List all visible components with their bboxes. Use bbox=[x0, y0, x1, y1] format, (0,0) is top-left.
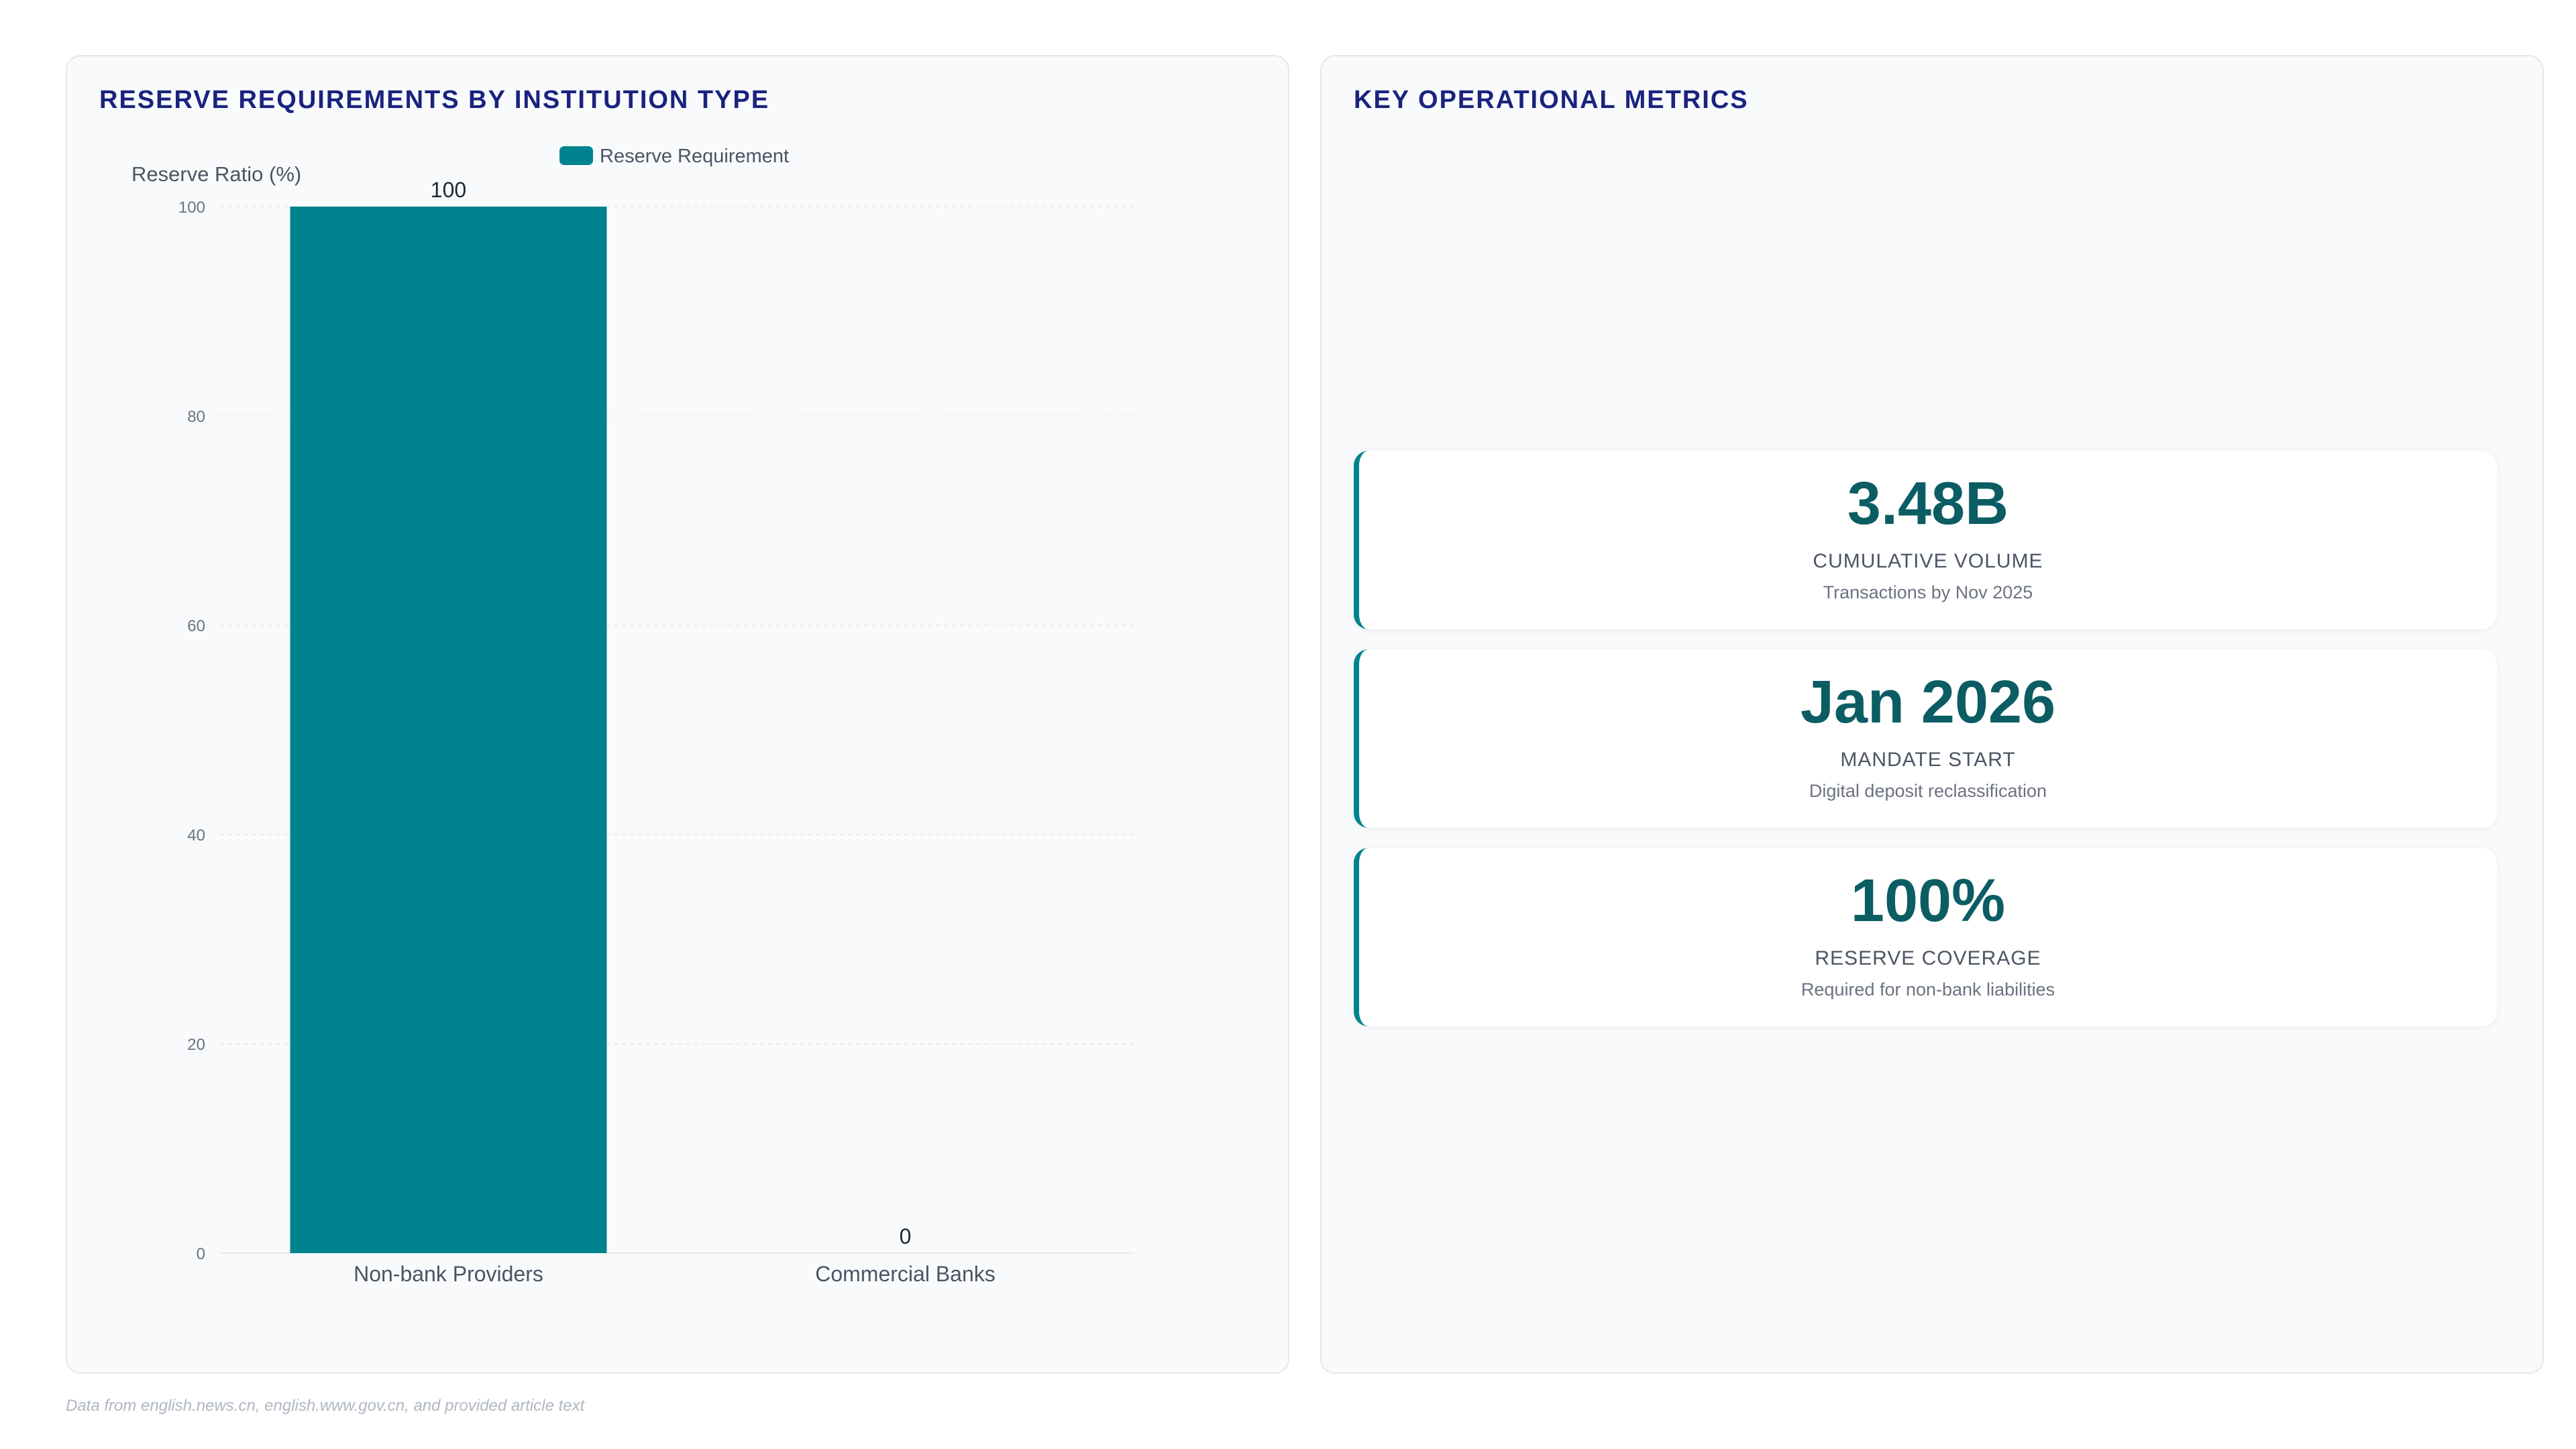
metrics-list: 3.48B CUMULATIVE VOLUME Transactions by … bbox=[1354, 451, 2497, 1046]
metric-subtitle: Transactions by Nov 2025 bbox=[1823, 582, 2033, 602]
metric-subtitle: Required for non-bank liabilities bbox=[1801, 979, 2055, 1000]
metric-value: 100% bbox=[1850, 867, 2006, 934]
metric-value: 3.48B bbox=[1847, 470, 2009, 537]
reserve-chart-panel: RESERVE REQUIREMENTS BY INSTITUTION TYPE… bbox=[66, 55, 1289, 1374]
metric-value: Jan 2026 bbox=[1800, 669, 2056, 736]
x-tick-label: Commercial Banks bbox=[815, 1262, 996, 1286]
metric-label: CUMULATIVE VOLUME bbox=[1813, 550, 2043, 572]
metrics-panel: KEY OPERATIONAL METRICS 3.48B CUMULATIVE… bbox=[1320, 55, 2544, 1374]
legend-swatch bbox=[559, 146, 593, 165]
x-tick-label: Non-bank Providers bbox=[354, 1262, 543, 1286]
y-tick-label: 0 bbox=[197, 1245, 205, 1263]
chart-title: RESERVE REQUIREMENTS BY INSTITUTION TYPE bbox=[99, 86, 770, 114]
bar bbox=[290, 207, 607, 1253]
source-footnote: Data from english.news.cn, english.www.g… bbox=[66, 1397, 585, 1415]
metric-card-cumulative-volume: 3.48B CUMULATIVE VOLUME Transactions by … bbox=[1354, 451, 2497, 629]
y-axis-label: Reserve Ratio (%) bbox=[131, 162, 301, 186]
bar-data-label: 0 bbox=[900, 1224, 912, 1248]
metric-card-mandate-start: Jan 2026 MANDATE START Digital deposit r… bbox=[1354, 649, 2497, 828]
y-tick-label: 40 bbox=[187, 826, 205, 845]
metric-label: MANDATE START bbox=[1840, 749, 2016, 771]
bar-data-label: 100 bbox=[431, 178, 466, 202]
y-tick-label: 20 bbox=[187, 1036, 205, 1054]
legend-label: Reserve Requirement bbox=[600, 146, 789, 167]
metric-subtitle: Digital deposit reclassification bbox=[1809, 781, 2047, 801]
y-tick-label: 100 bbox=[178, 199, 205, 217]
y-tick-label: 80 bbox=[187, 408, 205, 426]
reserve-bar-chart: 0 20 40 60 80 100 Reserve Ratio (%) Reserve Req… bbox=[131, 146, 1134, 1286]
metric-card-reserve-coverage: 100% RESERVE COVERAGE Required for non-b… bbox=[1354, 848, 2497, 1026]
y-tick-label: 60 bbox=[187, 617, 205, 635]
metrics-title: KEY OPERATIONAL METRICS bbox=[1354, 86, 1749, 114]
metric-label: RESERVE COVERAGE bbox=[1815, 947, 2041, 969]
